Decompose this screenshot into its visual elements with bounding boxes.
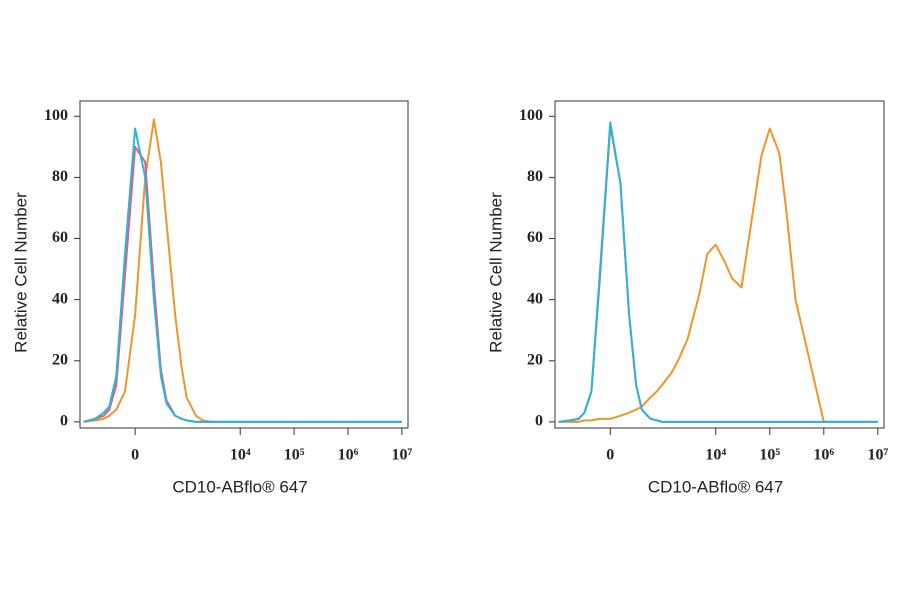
x-tick-label: 0 [606, 447, 614, 464]
x-tick-label: 10⁴ [705, 447, 726, 464]
x-tick-label: 10⁶ [813, 447, 834, 464]
y-axis-title: Relative Cell Number [486, 192, 505, 353]
x-tick-label: 0 [131, 447, 139, 464]
x-tick-label: 10⁶ [338, 447, 359, 464]
panel: 0 20 40 60 80 100 0 10⁴ 10⁵ 10⁶ 10⁷ Relative Cell N… [11, 100, 412, 496]
y-tick-label: 80 [527, 168, 543, 185]
x-tick-label: 10⁵ [284, 447, 305, 464]
histogram-line [83, 145, 402, 423]
plot-frame [79, 100, 409, 429]
x-axis-title: CD10-ABflo® 647 [172, 477, 307, 496]
y-tick-label: 80 [52, 168, 68, 185]
y-tick-label: 40 [52, 290, 68, 307]
y-tick-label: 0 [535, 413, 543, 430]
histogram-line [83, 127, 402, 423]
histogram-line [558, 121, 878, 423]
x-tick-label: 10⁴ [230, 447, 251, 464]
y-tick-label: 100 [519, 107, 543, 124]
y-tick-label: 40 [527, 290, 543, 307]
y-tick-label: 100 [44, 107, 68, 124]
y-tick-label: 20 [527, 351, 543, 368]
x-tick-label: 10⁷ [867, 447, 888, 464]
panel: 0 20 40 60 80 100 0 10⁴ 10⁵ 10⁶ 10⁷ Relative Cell N… [486, 100, 888, 496]
histogram-line [558, 127, 878, 423]
x-tick-label: 10⁷ [391, 447, 412, 464]
x-axis-title: CD10-ABflo® 647 [648, 477, 783, 496]
y-tick-label: 60 [527, 229, 543, 246]
y-tick-label: 20 [52, 351, 68, 368]
y-axis-title: Relative Cell Number [11, 192, 30, 353]
plot-frame [554, 100, 885, 429]
y-tick-label: 60 [52, 229, 68, 246]
y-tick-label: 0 [60, 413, 68, 430]
x-tick-label: 10⁵ [759, 447, 780, 464]
